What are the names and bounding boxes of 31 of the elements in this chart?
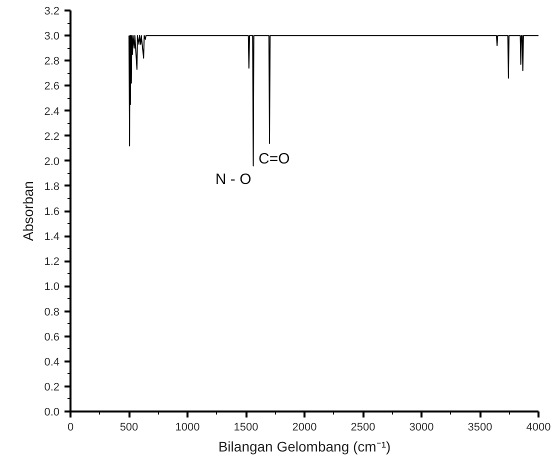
x-tick-label: 2000 [292, 422, 317, 434]
annotation: C=O [258, 150, 290, 168]
y-tick-label: 1.2 [44, 256, 60, 268]
y-tick-label: 2.8 [44, 56, 60, 68]
y-tick-label: 3.2 [44, 6, 60, 18]
y-tick-label: 1.4 [44, 231, 60, 244]
line-series [128, 35, 538, 166]
annotation: N - O [215, 170, 252, 188]
y-tick-label: 1.0 [44, 281, 60, 294]
x-tick-label: 3500 [468, 422, 492, 434]
y-tick-label: 0.8 [44, 306, 60, 318]
x-tick-label: 4000 [526, 422, 551, 434]
y-tick-label: 2.4 [44, 106, 60, 118]
y-tick-label: 2.0 [44, 156, 60, 168]
x-tick-label: 500 [120, 422, 138, 434]
y-tick-label: 3.0 [44, 30, 60, 43]
y-tick-label: 1.6 [44, 206, 60, 218]
x-tick-label: 3000 [409, 422, 434, 434]
y-tick-label: 2.2 [44, 130, 60, 143]
y-tick-label: 0.4 [44, 356, 60, 368]
x-tick-label: 1500 [234, 422, 258, 434]
x-tick-label: 1000 [175, 422, 200, 434]
x-axis-title: Bilangan Gelombang (cm⁻¹) [218, 438, 391, 454]
y-tick-label: 0.2 [44, 381, 60, 394]
y-axis-title: Absorban [20, 181, 36, 241]
y-tick-label: 2.6 [44, 80, 60, 93]
y-tick-label: 1.8 [44, 180, 60, 193]
y-tick-label: 0.6 [44, 331, 60, 344]
y-tick-label: 0.0 [44, 406, 60, 418]
x-tick-label: 0 [67, 422, 74, 434]
x-tick-label: 2500 [350, 422, 376, 434]
